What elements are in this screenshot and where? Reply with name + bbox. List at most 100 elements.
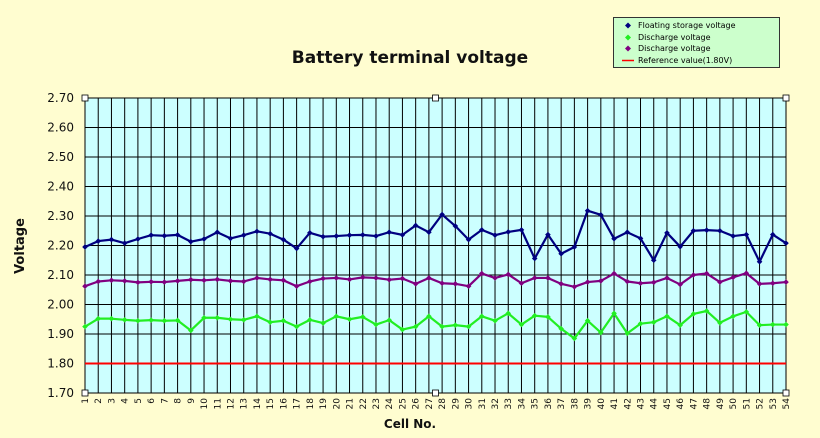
data-point	[267, 230, 273, 237]
y-tick-label: 2.40	[47, 180, 74, 194]
data-point	[783, 240, 789, 246]
x-tick-label: 33	[504, 398, 514, 409]
data-point	[571, 335, 578, 342]
data-point	[82, 244, 88, 250]
data-point	[333, 275, 340, 281]
data-point	[492, 275, 498, 281]
data-point	[82, 283, 88, 290]
data-point	[346, 276, 353, 283]
data-point	[677, 243, 683, 250]
x-tick-label: 37	[557, 398, 567, 409]
data-point	[730, 233, 736, 239]
data-point	[426, 275, 432, 281]
x-tick-label: 2	[94, 398, 104, 404]
data-point	[386, 229, 393, 236]
data-point	[201, 277, 207, 284]
data-point	[703, 270, 710, 277]
data-point	[650, 319, 657, 325]
data-point	[465, 323, 472, 330]
data-point	[121, 317, 128, 323]
data-point	[465, 236, 472, 243]
x-tick-label: 29	[451, 398, 461, 410]
data-point	[677, 281, 683, 288]
data-point	[426, 229, 432, 236]
diamond-icon	[625, 22, 631, 29]
data-point	[240, 232, 247, 238]
data-point	[359, 314, 366, 320]
data-point	[518, 321, 525, 328]
data-point	[346, 316, 353, 323]
data-point	[386, 276, 393, 283]
legend-label: Floating storage voltage	[638, 21, 736, 30]
data-point	[664, 275, 670, 281]
x-tick-label: 13	[240, 398, 250, 409]
data-point	[478, 227, 485, 233]
data-point	[492, 317, 498, 324]
data-point	[148, 278, 154, 285]
x-tick-label: 46	[676, 398, 686, 410]
data-point	[373, 275, 379, 281]
data-point	[452, 281, 459, 287]
y-tick-label: 2.60	[47, 121, 74, 135]
data-point	[611, 310, 617, 317]
series-line-1	[84, 309, 786, 340]
selection-handle	[782, 389, 790, 397]
x-tick-label: 30	[465, 398, 475, 410]
y-tick-label: 1.70	[47, 386, 74, 400]
x-tick-label: 3	[107, 398, 117, 404]
x-tick-label: 10	[200, 398, 210, 410]
diamond-icon	[625, 34, 631, 41]
data-point	[293, 245, 300, 252]
data-point	[439, 211, 445, 218]
data-point	[201, 236, 207, 242]
data-point	[267, 276, 273, 283]
data-point	[743, 309, 750, 315]
data-point	[624, 330, 631, 337]
data-point	[584, 207, 591, 214]
data-point	[280, 277, 287, 284]
data-point	[783, 321, 789, 328]
data-point	[346, 232, 353, 238]
data-point	[505, 310, 512, 317]
data-point	[518, 227, 525, 233]
data-point	[240, 278, 247, 285]
x-tick-label: 8	[174, 398, 184, 404]
data-point	[624, 278, 631, 285]
data-point	[386, 317, 393, 323]
data-point	[743, 270, 750, 277]
data-point	[399, 326, 406, 333]
line-icon	[622, 59, 634, 62]
x-tick-label: 31	[478, 398, 488, 409]
data-point	[135, 236, 141, 242]
x-tick-label: 19	[319, 398, 329, 410]
data-point	[545, 275, 551, 281]
x-tick-label: 6	[147, 398, 157, 404]
legend-label: Discharge voltage	[638, 44, 711, 53]
data-point	[465, 283, 472, 290]
x-tick-label: 36	[544, 398, 554, 410]
data-point	[717, 319, 723, 326]
data-point	[598, 329, 604, 336]
data-point	[95, 238, 102, 244]
data-point	[108, 277, 115, 284]
data-point	[584, 317, 591, 324]
legend: Floating storage voltage Discharge volta…	[613, 17, 780, 68]
x-tick-label: 51	[742, 398, 752, 409]
data-point	[82, 323, 88, 330]
data-point	[769, 231, 776, 238]
data-point	[280, 317, 287, 324]
x-tick-label: 20	[332, 398, 342, 410]
data-point	[492, 232, 498, 238]
data-point	[148, 317, 154, 323]
x-tick-label: 7	[160, 398, 170, 404]
x-tick-label: 42	[623, 398, 633, 409]
data-point	[756, 281, 763, 287]
x-tick-label: 22	[359, 398, 369, 409]
data-point	[531, 312, 538, 319]
y-tick-label: 1.90	[47, 327, 74, 341]
data-point	[690, 227, 697, 234]
data-point	[227, 235, 234, 242]
y-tick-label: 2.70	[47, 91, 74, 105]
data-point	[703, 308, 710, 314]
